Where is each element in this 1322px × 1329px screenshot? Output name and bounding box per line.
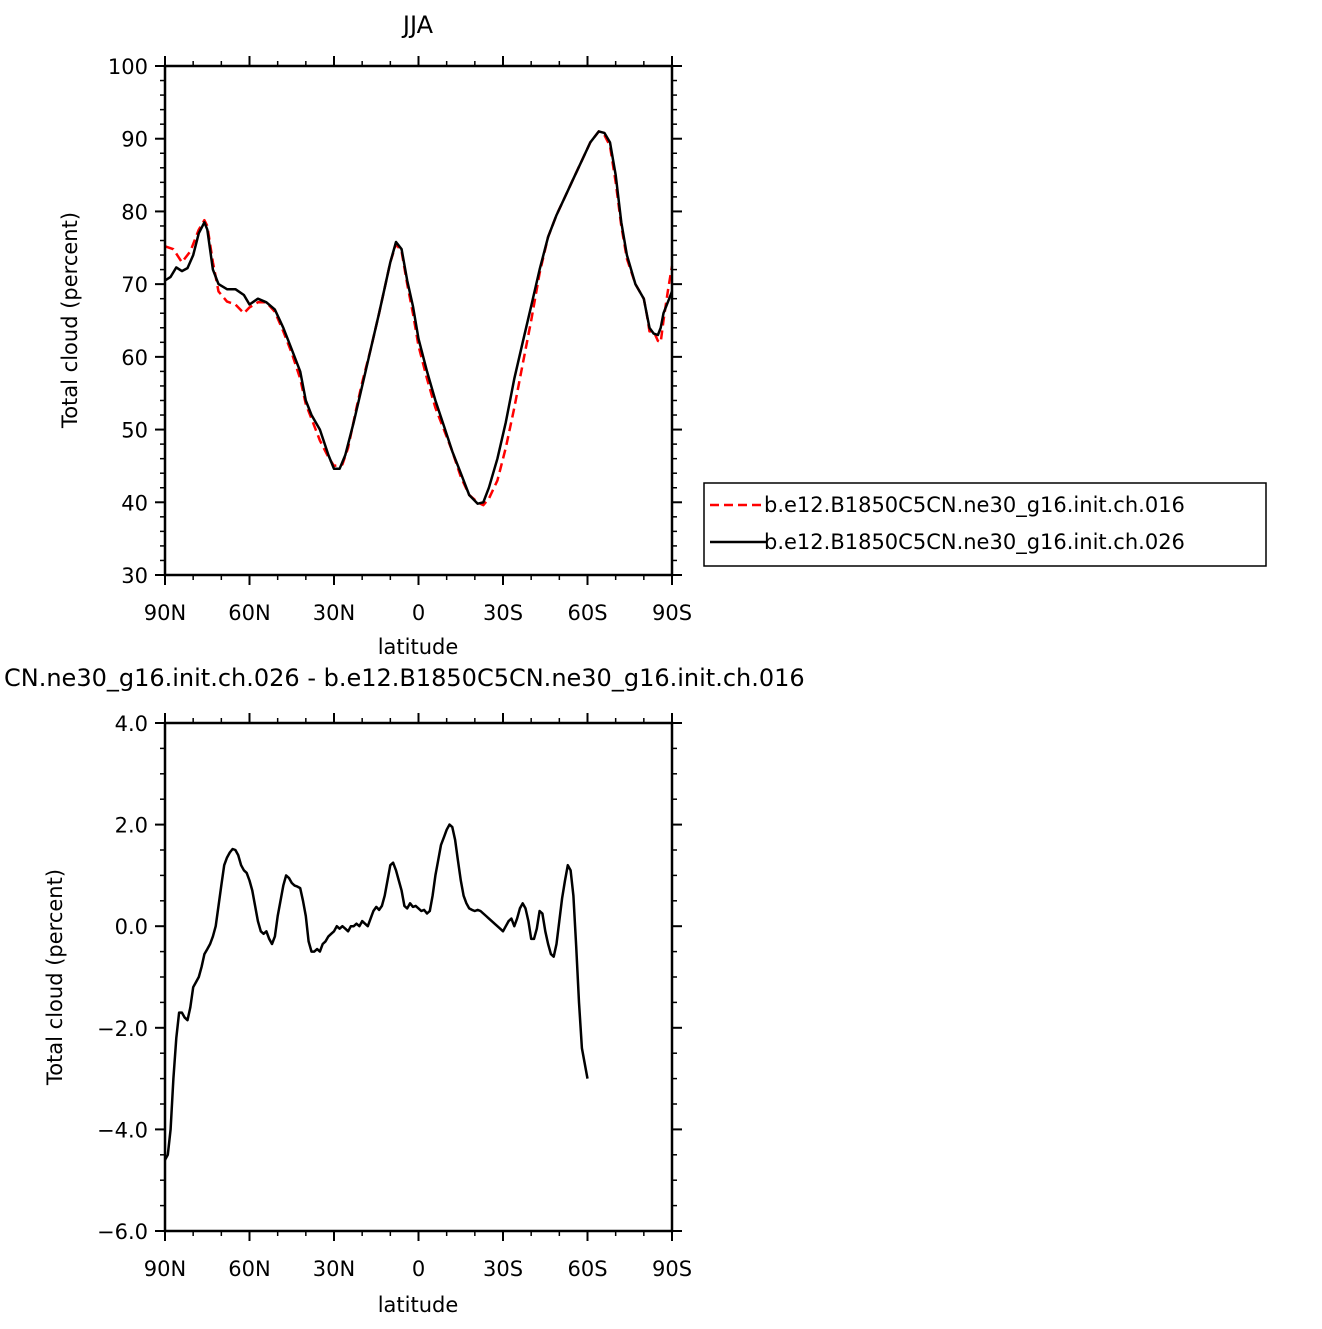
bottom-series-line-0	[163, 823, 589, 1161]
bottom-y-tick-label: 4.0	[115, 712, 148, 736]
top-x-tick-label: 0	[412, 601, 425, 625]
top-y-tick-label: 30	[121, 564, 148, 588]
top-x-tick-label: 90S	[652, 601, 692, 625]
bottom-y-tick-label: 2.0	[115, 814, 148, 838]
bottom-y-axis-label: Total cloud (percent)	[43, 869, 67, 1086]
legend-label-026: b.e12.B1850C5CN.ne30_g16.init.ch.026	[764, 530, 1185, 555]
top-y-tick-label: 100	[108, 55, 148, 79]
bottom-x-axis-label: latitude	[378, 1293, 459, 1317]
top-y-tick-label: 60	[121, 346, 148, 370]
top-series-lines	[164, 130, 674, 507]
top-y-axis-label: Total cloud (percent)	[58, 212, 82, 429]
top-y-tick-label: 80	[121, 200, 148, 224]
bottom-x-tick-label: 60N	[228, 1257, 270, 1281]
bottom-series-lines	[163, 823, 589, 1161]
legend-label-016: b.e12.B1850C5CN.ne30_g16.init.ch.016	[764, 493, 1185, 518]
bottom-chart-title: CN.ne30_g16.init.ch.026 - b.e12.B1850C5C…	[4, 664, 805, 692]
top-x-tick-label: 30N	[313, 601, 355, 625]
bottom-y-tick-label: 0.0	[115, 915, 148, 939]
top-y-tick-label: 90	[121, 128, 148, 152]
bottom-x-tick-label: 0	[412, 1257, 425, 1281]
bottom-y-tick-label: −2.0	[97, 1017, 148, 1041]
bottom-y-tick-label: −6.0	[97, 1220, 148, 1244]
top-x-axis-label: latitude	[378, 635, 459, 659]
top-x-tick-label: 60N	[228, 601, 270, 625]
top-series-line-0	[164, 130, 674, 507]
bottom-plot-frame	[163, 721, 674, 1233]
bottom-y-tick-label: −4.0	[97, 1118, 148, 1142]
top-chart-title: JJA	[401, 11, 434, 39]
top-y-tick-label: 70	[121, 273, 148, 297]
bottom-x-tick-label: 90N	[144, 1257, 186, 1281]
bottom-x-tick-label: 30S	[483, 1257, 523, 1281]
legend: b.e12.B1850C5CN.ne30_g16.init.ch.016 b.e…	[703, 482, 1267, 567]
bottom-panel: CN.ne30_g16.init.ch.026 - b.e12.B1850C5C…	[4, 664, 805, 1317]
bottom-x-tick-label: 60S	[567, 1257, 607, 1281]
bottom-x-tick-label: 90S	[652, 1257, 692, 1281]
top-x-tick-label: 60S	[567, 601, 607, 625]
top-x-tick-label: 30S	[483, 601, 523, 625]
top-y-tick-label: 50	[121, 419, 148, 443]
top-y-tick-label: 40	[121, 491, 148, 515]
top-panel: JJA 90N 60N 30N 0 30S 60S 90S 30 40 50 60 70 80 90 100…	[58, 11, 692, 659]
top-axis-ticks: 90N 60N 30N 0 30S 60S 90S 30 40 50 60 70 80 90 100	[108, 55, 692, 625]
bottom-x-tick-label: 30N	[313, 1257, 355, 1281]
top-series-line-1	[164, 130, 674, 505]
top-x-tick-label: 90N	[144, 601, 186, 625]
legend-box	[703, 482, 1267, 567]
top-plot-frame	[163, 64, 674, 577]
bottom-axis-ticks: 90N 60N 30N 0 30S 60S 90S −6.0 −4.0 −2.0 0.0 2.0 4.0	[97, 712, 692, 1281]
